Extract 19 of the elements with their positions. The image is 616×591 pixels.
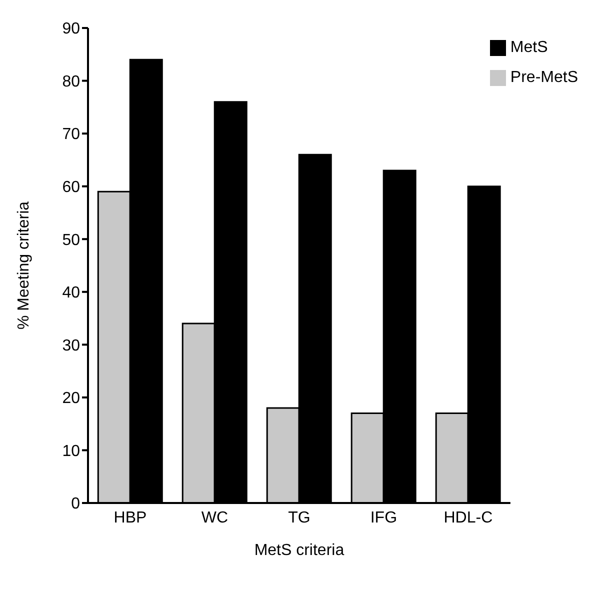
y-tick-label: 30 bbox=[62, 337, 80, 354]
x-tick-label: HBP bbox=[114, 509, 147, 526]
x-tick-label: IFG bbox=[370, 509, 398, 526]
y-tick-label: 40 bbox=[62, 284, 80, 302]
y-tick-label: 90 bbox=[62, 20, 80, 38]
x-tick-label: HDL-C bbox=[444, 509, 493, 526]
y-tick-label: 10 bbox=[62, 442, 80, 460]
x-axis-title: MetS criteria bbox=[254, 542, 344, 559]
x-tick-label: WC bbox=[201, 509, 228, 526]
legend-label: MetS bbox=[510, 39, 548, 56]
y-axis-title: % Meeting criteria bbox=[16, 201, 33, 330]
y-tick-label: 20 bbox=[62, 390, 80, 408]
y-tick-label: 50 bbox=[62, 232, 80, 249]
y-tick-label: 80 bbox=[62, 73, 80, 90]
legend-label: Pre-MetS bbox=[510, 69, 578, 86]
x-tick-label: TG bbox=[288, 509, 310, 526]
y-tick-label: 0 bbox=[71, 496, 80, 513]
y-tick-label: 60 bbox=[62, 179, 80, 196]
y-tick-label: 70 bbox=[62, 126, 80, 144]
